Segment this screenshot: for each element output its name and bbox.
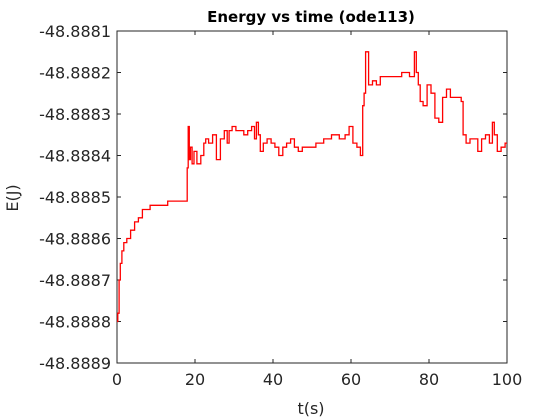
x-tick-label: 20 — [185, 370, 205, 389]
x-tick-label: 60 — [341, 370, 361, 389]
chart-title: Energy vs time (ode113) — [207, 8, 415, 26]
x-tick-label: 100 — [492, 370, 523, 389]
y-tick-label: -48.8887 — [39, 271, 111, 290]
y-tick-label: -48.8884 — [39, 147, 111, 166]
y-tick-label: -48.8888 — [39, 313, 111, 332]
y-axis: -48.8889 -48.8888 -48.8887 -48.8886 -48.8885… — [39, 22, 507, 373]
x-axis: 0 20 40 60 80 100 — [112, 31, 522, 389]
x-axis-label: t(s) — [297, 399, 324, 418]
y-tick-label: -48.8883 — [39, 105, 111, 124]
y-tick-label: -48.8886 — [39, 230, 111, 249]
y-tick-label: -48.8882 — [39, 64, 111, 83]
y-tick-label: -48.8889 — [39, 354, 111, 373]
energy-series-line — [117, 51, 507, 323]
x-tick-label: 40 — [263, 370, 283, 389]
y-tick-label: -48.8885 — [39, 188, 111, 207]
y-tick-label: -48.8881 — [39, 22, 111, 41]
series-layer — [117, 51, 507, 323]
x-tick-label: 0 — [112, 370, 122, 389]
x-tick-label: 80 — [419, 370, 439, 389]
y-axis-label: E(J) — [3, 184, 22, 211]
